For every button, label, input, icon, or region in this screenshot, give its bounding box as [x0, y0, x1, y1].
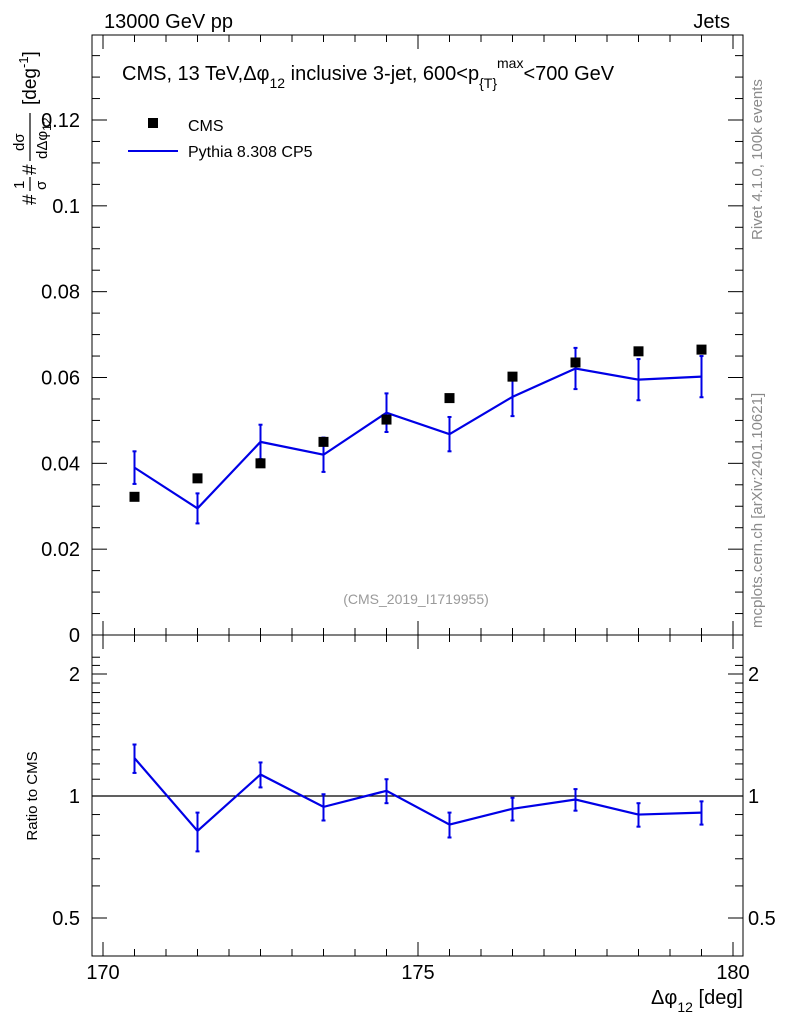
y-label-hash1: #: [20, 194, 41, 205]
x-axis-label: Δφ12 [deg]: [651, 987, 743, 1015]
title-rest: inclusive 3-jet, 600<p: [285, 63, 479, 85]
title-pt-sup: max: [497, 55, 523, 71]
y-label-frac2-den: dΔφ12: [34, 117, 54, 159]
cms-data-point: [570, 357, 581, 368]
title-var: Δφ: [243, 63, 269, 85]
ratio-y-tick-label-left: 2: [69, 664, 80, 686]
rivet-label: Rivet 4.1.0, 100k events: [749, 79, 766, 240]
y-axis-label: # 1 σ # dσ dΔφ12 [deg-1]: [11, 51, 54, 205]
title-main: CMS, 13 TeV,: [122, 63, 243, 85]
y-label-hash2: #: [20, 164, 41, 175]
legend-cms-marker: [148, 118, 158, 128]
cms-data-point: [444, 393, 455, 404]
cms-data-point: [255, 458, 266, 469]
ratio-y-tick-label-right: 0.5: [748, 908, 776, 930]
ratio-y-tick-label-left: 1: [69, 786, 80, 808]
y-tick-label: 0.08: [41, 282, 80, 304]
title-pt-sub: {T}: [479, 75, 497, 91]
mcplots-label: mcplots.cern.ch [arXiv:2401.10621]: [749, 393, 766, 628]
cms-data-point: [696, 344, 707, 355]
ratio-y-tick-label-right: 1: [748, 786, 759, 808]
ratio-y-label: Ratio to CMS: [24, 751, 41, 840]
y-tick-label: 0.02: [41, 539, 80, 561]
analysis-id: (CMS_2019_I1719955): [343, 591, 489, 607]
ratio-pythia-line: [133, 757, 702, 833]
header-left: 13000 GeV pp: [104, 11, 233, 33]
x-label-unit: [deg]: [693, 987, 743, 1009]
x-tick-label: 180: [716, 962, 749, 984]
x-tick-label: 170: [86, 962, 119, 984]
legend-pythia-label: Pythia 8.308 CP5: [188, 144, 313, 161]
x-label-sub: 12: [677, 999, 693, 1015]
y-tick-label: 0.04: [41, 453, 80, 475]
y-tick-label: 0.1: [52, 196, 80, 218]
title-var-sub: 12: [270, 75, 286, 91]
x-label-var: Δφ: [651, 987, 677, 1009]
y-label-frac2-den-main: dΔφ: [34, 131, 51, 159]
cms-data-point: [192, 473, 203, 484]
chart-marks: 170 175 180 0 0.02 0.04 0.06 0.08 0.1 0.12 0.5 0.5 1…: [41, 35, 776, 984]
y-label-frac1-num: 1: [11, 181, 28, 189]
cms-data-point: [507, 371, 518, 382]
cms-data-point: [129, 491, 140, 502]
y-label-frac1-den: σ: [33, 180, 50, 190]
y-label-unit-sup: -1: [16, 56, 31, 68]
cms-data-point: [381, 414, 392, 425]
y-tick-label: 0.12: [41, 110, 80, 132]
legend-cms-label: CMS: [188, 118, 224, 135]
y-label-frac2-num: dσ: [11, 133, 28, 151]
cms-data-point: [318, 436, 329, 447]
y-label-unit-close: ]: [20, 51, 41, 56]
y-label-unit: [deg-1]: [16, 51, 41, 105]
ratio-y-tick-label-left: 0.5: [52, 908, 80, 930]
ratio-y-tick-label-right: 2: [748, 664, 759, 686]
y-label-frac2-den-sub: 12: [40, 117, 54, 131]
title-end: <700 GeV: [523, 63, 614, 85]
plot-title: CMS, 13 TeV,Δφ12 inclusive 3-jet, 600<p{…: [122, 55, 615, 91]
cms-data-point: [633, 346, 644, 357]
y-tick-label: 0.06: [41, 368, 80, 390]
x-tick-label: 175: [401, 962, 434, 984]
pythia-line: [133, 367, 702, 510]
y-tick-label: 0: [69, 625, 80, 647]
y-label-unit-open: [deg: [20, 68, 41, 105]
header-right: Jets: [693, 11, 730, 33]
